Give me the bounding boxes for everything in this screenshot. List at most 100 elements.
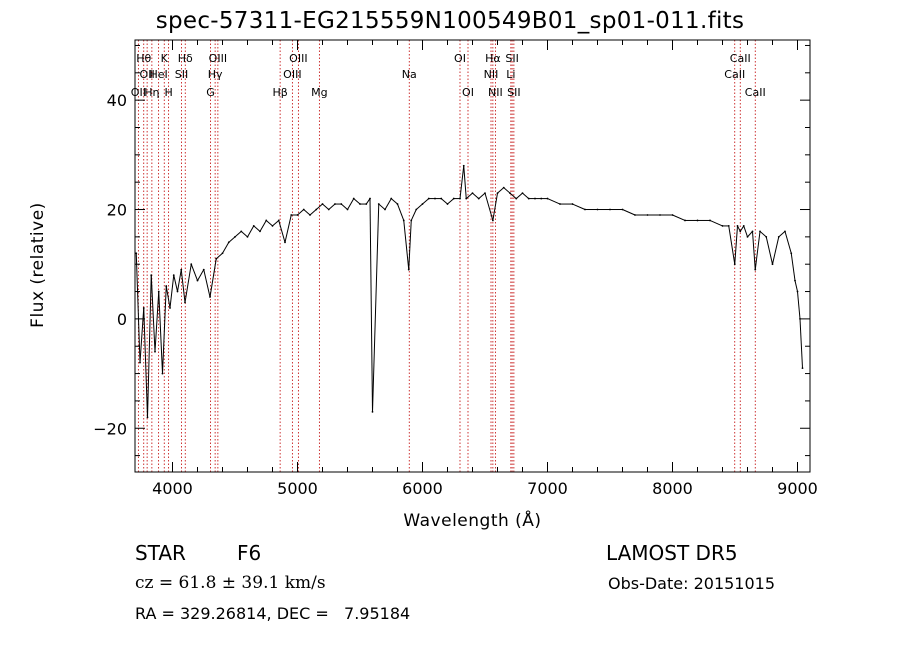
spectrum-segment [484,192,494,221]
spectrum-point [277,219,280,222]
spectrum-segment [397,203,405,221]
spectrum-point [190,263,193,266]
spectrum-point [150,274,153,277]
line-label: Hα [485,52,501,65]
spectrum-point [571,203,574,205]
spectrum-point [184,301,186,304]
line-label: OIII [283,68,301,81]
spectrum-segment [572,203,586,210]
spectrum-segment [303,209,311,216]
spectrum-segment [369,198,373,412]
spectrum-point [396,203,399,205]
spectrum-point [765,235,768,238]
line-label: NII [488,86,503,99]
line-markers [137,40,756,472]
spectrum-segment [403,220,410,270]
spectrum-point [415,208,418,211]
spectrum-point [733,263,736,266]
spectrum-point [359,203,361,205]
spectrum-segment [737,225,741,232]
spectrum-segment [353,198,361,205]
spectrum-point [465,197,468,200]
spectrum-point [252,225,255,227]
spectrum-segment [709,219,723,227]
line-label: CaII [745,86,766,99]
spectrum-point [139,361,141,364]
spectrum-segment [799,318,803,369]
spectrum-segment [328,203,336,210]
spectrum-segment [247,225,255,238]
spectrum-point [407,268,410,271]
spectrum-point [434,197,436,200]
line-label: CaII [724,68,745,81]
spectrum-segment [459,165,465,199]
line-label: SII [175,68,188,81]
line-label: SII [505,52,518,65]
spectrum-segment [228,236,236,243]
spectrum-point [696,219,699,222]
spectrum-segment [384,198,392,210]
spectrum-segment [747,231,753,238]
spectrum-segment [672,214,686,221]
x-tick-label: 4000 [152,479,193,498]
line-label: H [164,86,172,99]
spectrum-point [384,208,386,211]
spectrum-point [777,235,780,238]
x-tick-label: 5000 [277,479,318,498]
spectrum-segment [177,269,182,292]
spectrum-point [491,219,494,222]
spectrum-segment [135,253,141,363]
line-label: G [206,86,215,99]
line-label: Hγ [208,68,223,81]
spectrum-point [377,203,380,205]
spectrum-segment [492,193,498,221]
spectrum-point [259,230,261,233]
spectrum-segment [503,187,511,194]
spectrum-point [527,197,530,200]
spectrum-point [196,279,199,282]
spectrum-segment [180,269,186,303]
y-axis-label: Flux (relative) [28,202,48,328]
spectrum-segment [463,165,467,199]
line-label: OI [462,86,474,99]
object-class: STAR [135,541,186,565]
object-subclass: F6 [237,541,262,565]
plot-frame [134,39,811,473]
y-tick-label: 20 [107,201,127,220]
spectrum-point [157,290,160,293]
spectrum-point [684,219,686,222]
spectrum-segment [209,258,217,298]
spectrum-segment [315,203,323,210]
spectrum-point [721,225,724,227]
spectrum-point [459,197,461,200]
spectrum-segment [765,236,773,265]
spectrum-segment [265,220,273,227]
spectrum-point [327,208,330,211]
spectrum-segment [772,236,780,265]
spectrum-point [471,192,474,195]
x-axis-label: Wavelength (Å) [403,511,542,531]
x-tick-label: 6000 [402,479,443,498]
spectrum-segment [478,192,486,199]
spectrum-segment [322,203,330,210]
spectrum-segment [173,275,178,292]
spectrum-segment [143,307,148,418]
spectrum-point [365,203,368,205]
spectrum-segment [794,280,798,292]
line-label: OIII [289,52,307,65]
spectrum-point [334,203,336,205]
spectrum-segment [139,307,145,363]
spectrum-point [202,268,205,271]
spectrum-point [596,208,599,211]
spectrum-segment [522,192,530,199]
spectrum-point [634,214,636,216]
spectrum-point [509,192,511,195]
spectrum-point [742,225,745,227]
spectrum-point [546,197,549,200]
spectrum-segment [184,264,192,303]
spectrum-point [794,279,796,282]
spectrum-point [284,241,286,244]
spectrum-point [169,307,171,309]
redshift-info: cz = 61.8 ± 39.1 km/s [135,573,326,593]
